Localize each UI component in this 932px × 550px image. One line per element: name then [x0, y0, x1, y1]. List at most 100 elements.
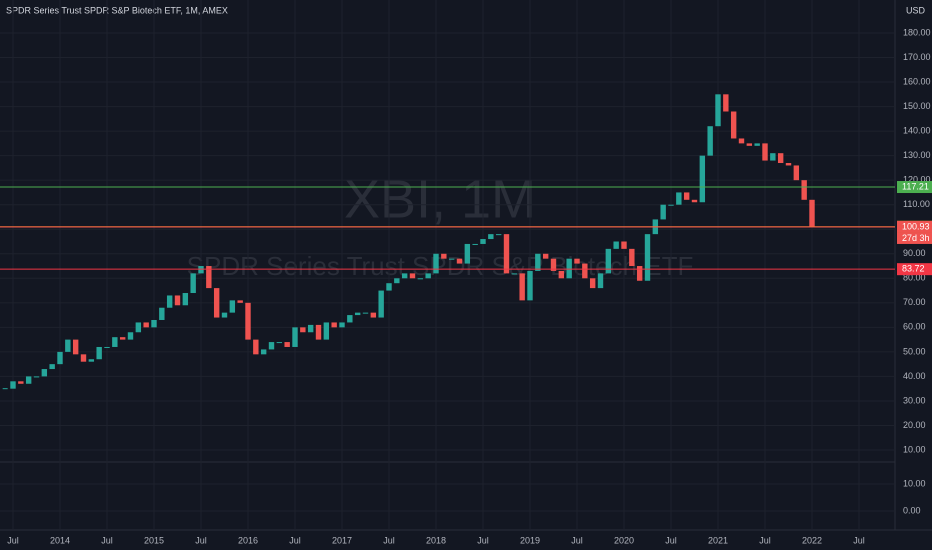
- candle: [206, 266, 212, 289]
- candle: [315, 324, 322, 340]
- candle: [574, 258, 580, 264]
- x-tick-label: 2016: [238, 535, 258, 545]
- candle: [72, 339, 79, 355]
- x-tick-label: 2020: [614, 535, 634, 545]
- candle: [605, 248, 612, 274]
- candle: [49, 364, 55, 370]
- candle: [213, 288, 220, 318]
- candle: [65, 339, 71, 352]
- candle: [268, 342, 275, 350]
- candle: [738, 138, 745, 144]
- candle: [229, 300, 236, 313]
- candle: [629, 248, 635, 267]
- candle: [174, 295, 181, 306]
- y-tick-label: 90.00: [903, 248, 926, 258]
- x-tick-label: Jul: [853, 535, 865, 545]
- x-tick-label: Jul: [759, 535, 771, 545]
- candle: [519, 273, 525, 301]
- y-tick-label: 50.00: [903, 346, 926, 356]
- candle: [57, 351, 63, 365]
- y-tick-label: 150.00: [903, 101, 931, 111]
- candle: [339, 322, 345, 328]
- candle: [135, 322, 142, 333]
- candle: [245, 302, 251, 340]
- candle: [260, 349, 267, 355]
- candle: [276, 342, 283, 344]
- chart-title: SPDR Series Trust SPDR S&P Biotech ETF, …: [6, 5, 228, 15]
- candle: [644, 234, 651, 281]
- price-tag-label: 100.93: [902, 221, 930, 231]
- candle: [723, 94, 729, 112]
- candle: [182, 293, 189, 306]
- candle: [198, 266, 204, 274]
- candle: [762, 143, 768, 161]
- x-tick-label: Jul: [383, 535, 395, 545]
- y-tick-label: 170.00: [903, 52, 931, 62]
- price-tag-label: 83.72: [902, 264, 925, 274]
- candle: [237, 300, 243, 303]
- candle: [715, 94, 721, 127]
- y-tick-label: 120.00: [903, 175, 931, 185]
- candle: [96, 346, 102, 360]
- watermark-sub: SPDR Series Trust SPDR S&P Biotech ETF: [187, 251, 694, 281]
- candle: [754, 143, 760, 146]
- candle: [127, 332, 134, 340]
- candle: [284, 342, 290, 347]
- candle: [409, 273, 416, 279]
- candle: [511, 273, 518, 275]
- candle: [448, 258, 455, 260]
- y-tick-label: 140.00: [903, 125, 931, 135]
- candle: [785, 163, 792, 166]
- candle: [566, 258, 572, 279]
- candle: [354, 312, 361, 316]
- candle: [253, 339, 259, 355]
- candle: [80, 354, 87, 362]
- x-tick-label: 2018: [426, 535, 446, 545]
- x-tick-label: Jul: [7, 535, 19, 545]
- candle: [25, 376, 32, 384]
- x-tick-label: 2014: [50, 535, 70, 545]
- candle: [370, 312, 377, 318]
- countdown: 27d 3h: [902, 233, 930, 243]
- y-tick-label: 10.00: [903, 444, 926, 454]
- candle: [362, 312, 369, 314]
- y-tick-label: 30.00: [903, 395, 926, 405]
- candle: [707, 126, 713, 156]
- candle: [394, 278, 400, 284]
- candle: [104, 346, 110, 348]
- candle: [589, 278, 596, 289]
- candle: [323, 322, 330, 340]
- candle: [683, 192, 690, 200]
- candle: [292, 327, 298, 347]
- x-tick-label: 2019: [520, 535, 540, 545]
- candle: [699, 155, 706, 203]
- y-tick-label: 80.00: [903, 273, 926, 283]
- candle: [809, 199, 815, 227]
- candle: [143, 322, 149, 328]
- candle: [582, 263, 588, 279]
- candle: [691, 199, 698, 203]
- candle: [597, 273, 604, 289]
- x-tick-label: 2017: [332, 535, 352, 545]
- candle: [41, 369, 48, 377]
- candle: [331, 322, 337, 328]
- candle: [542, 253, 549, 259]
- candle: [112, 337, 118, 347]
- price-tag: [897, 181, 932, 194]
- price-tag-label: 117.21: [902, 181, 929, 191]
- candle: [386, 283, 392, 291]
- currency: USD: [906, 5, 926, 15]
- x-tick-label: Jul: [477, 535, 489, 545]
- candle: [300, 327, 306, 333]
- x-tick-label: 2022: [802, 535, 822, 545]
- candle: [433, 253, 439, 274]
- candle: [730, 111, 737, 139]
- y-tick-label: 110.00: [903, 199, 930, 209]
- candle: [558, 270, 565, 279]
- x-tick-label: Jul: [665, 535, 677, 545]
- x-tick-label: 2015: [144, 535, 164, 545]
- candle: [10, 381, 16, 389]
- x-tick-label: Jul: [289, 535, 301, 545]
